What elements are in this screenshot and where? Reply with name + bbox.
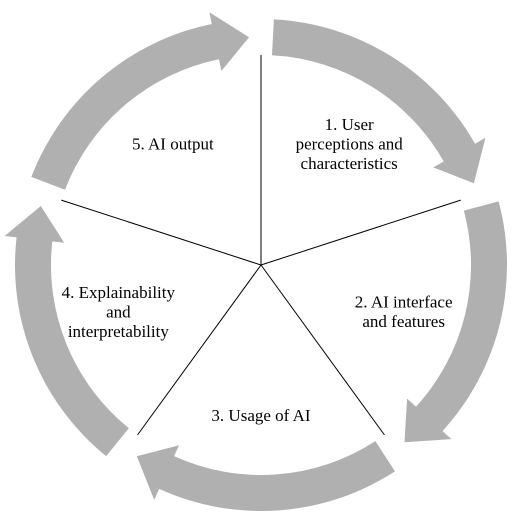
- segment-label-4-line-2: and: [106, 302, 131, 321]
- segment-label-2-line-1: 2. AI interface: [355, 293, 453, 312]
- segment-label-4-line-1: 4. Explainability: [62, 283, 176, 302]
- segment-label-1-line-2: perceptions and: [296, 135, 404, 154]
- segment-label-5: 5. AI output: [132, 135, 214, 154]
- segment-label-4: 4. Explainabilityandinterpretability: [62, 283, 176, 341]
- spoke-5: [61, 200, 261, 265]
- segment-label-1: 1. Userperceptions andcharacteristics: [296, 115, 404, 173]
- spoke-2: [261, 200, 461, 265]
- segment-label-1-line-1: 1. User: [325, 115, 374, 134]
- segment-label-2: 2. AI interfaceand features: [355, 293, 453, 332]
- segment-label-3-line-1: 3. Usage of AI: [211, 406, 310, 425]
- segment-label-2-line-2: and features: [362, 312, 445, 331]
- segment-label-1-line-3: characteristics: [301, 154, 398, 173]
- cycle-diagram: 1. Userperceptions andcharacteristics 2. …: [0, 0, 522, 530]
- cycle-arrow-3: [137, 441, 395, 511]
- segment-label-4-line-3: interpretability: [68, 322, 170, 341]
- cycle-arrow-5: [31, 12, 249, 190]
- segment-label-5-line-1: 5. AI output: [132, 135, 214, 154]
- segment-label-3: 3. Usage of AI: [211, 406, 310, 425]
